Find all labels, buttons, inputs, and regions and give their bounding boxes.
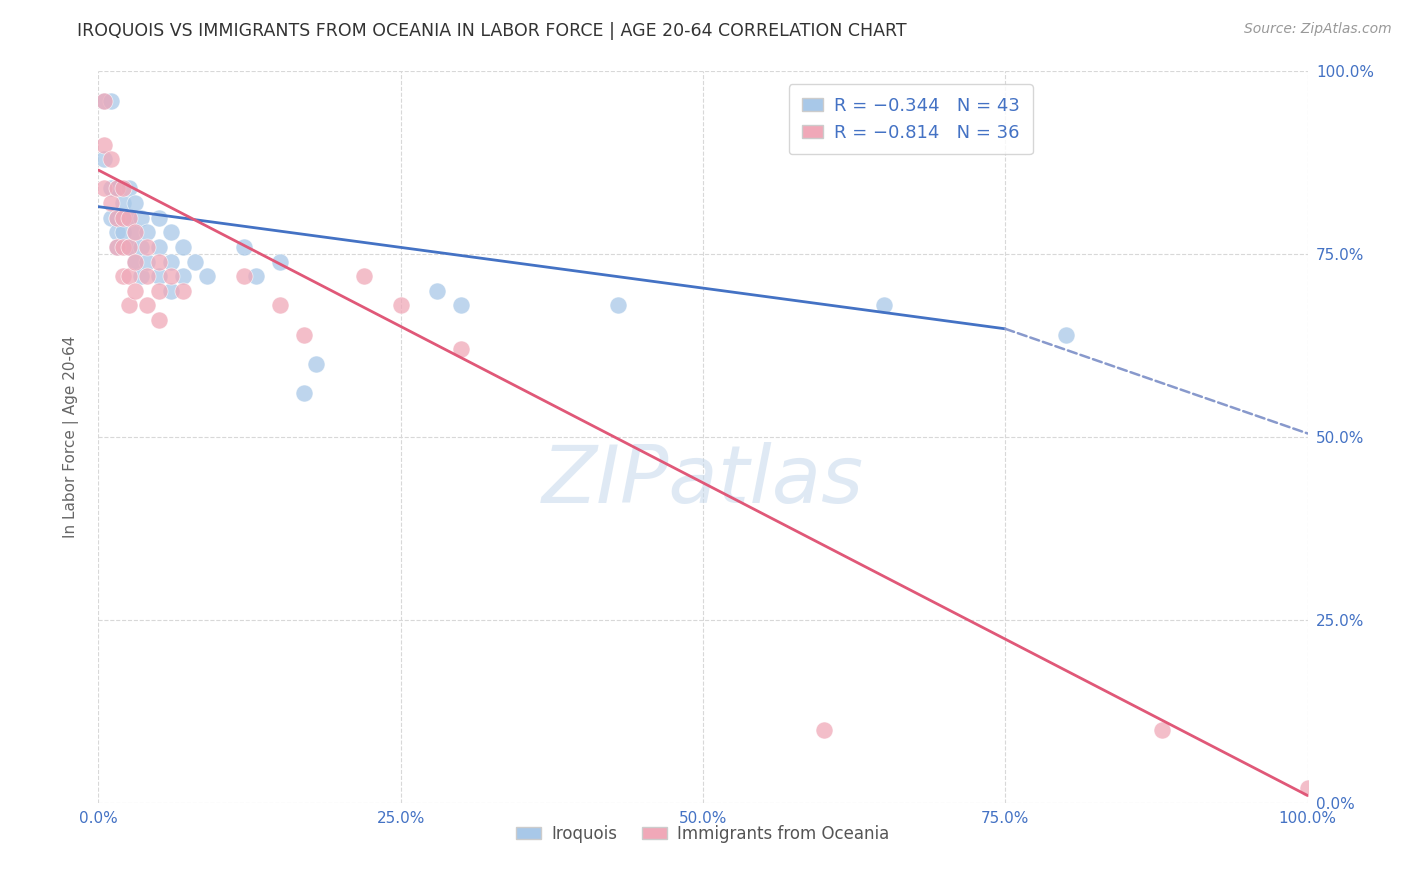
Legend: Iroquois, Immigrants from Oceania: Iroquois, Immigrants from Oceania xyxy=(510,818,896,849)
Text: ZIPatlas: ZIPatlas xyxy=(541,442,865,520)
Point xyxy=(426,284,449,298)
Point xyxy=(111,240,134,254)
Point xyxy=(93,137,115,152)
Point xyxy=(148,240,170,254)
Point xyxy=(118,240,141,254)
Point xyxy=(160,269,183,284)
Point xyxy=(172,284,194,298)
Point xyxy=(148,211,170,225)
Point xyxy=(124,225,146,239)
Point xyxy=(118,240,141,254)
Point xyxy=(100,211,122,225)
Point xyxy=(105,181,128,195)
Point xyxy=(118,298,141,312)
Point xyxy=(135,254,157,268)
Point xyxy=(129,240,152,254)
Point xyxy=(184,254,207,268)
Point xyxy=(93,94,115,108)
Point xyxy=(129,211,152,225)
Point xyxy=(105,240,128,254)
Point xyxy=(111,211,134,225)
Point xyxy=(1296,781,1319,796)
Point xyxy=(873,298,896,312)
Point xyxy=(232,240,254,254)
Point xyxy=(232,269,254,284)
Point xyxy=(353,269,375,284)
Point xyxy=(124,254,146,268)
Point xyxy=(148,284,170,298)
Point xyxy=(135,225,157,239)
Point xyxy=(135,240,157,254)
Point xyxy=(93,94,115,108)
Point xyxy=(135,269,157,284)
Point xyxy=(305,357,328,371)
Point xyxy=(118,269,141,284)
Point xyxy=(160,284,183,298)
Point xyxy=(292,386,315,401)
Point xyxy=(1054,327,1077,342)
Point xyxy=(813,723,835,737)
Point xyxy=(93,152,115,166)
Point xyxy=(111,181,134,195)
Text: IROQUOIS VS IMMIGRANTS FROM OCEANIA IN LABOR FORCE | AGE 20-64 CORRELATION CHART: IROQUOIS VS IMMIGRANTS FROM OCEANIA IN L… xyxy=(77,22,907,40)
Point xyxy=(124,254,146,268)
Y-axis label: In Labor Force | Age 20-64: In Labor Force | Age 20-64 xyxy=(63,336,79,538)
Point xyxy=(105,225,128,239)
Point xyxy=(100,196,122,211)
Point xyxy=(148,254,170,268)
Point xyxy=(105,211,128,225)
Point xyxy=(148,269,170,284)
Point xyxy=(389,298,412,312)
Point xyxy=(100,181,122,195)
Point xyxy=(160,254,183,268)
Point xyxy=(118,211,141,225)
Point xyxy=(105,240,128,254)
Point xyxy=(124,196,146,211)
Point xyxy=(245,269,267,284)
Point xyxy=(160,225,183,239)
Text: Source: ZipAtlas.com: Source: ZipAtlas.com xyxy=(1244,22,1392,37)
Point xyxy=(111,211,134,225)
Point xyxy=(195,269,218,284)
Point xyxy=(292,327,315,342)
Point xyxy=(124,225,146,239)
Point xyxy=(1152,723,1174,737)
Point xyxy=(111,225,134,239)
Point xyxy=(607,298,630,312)
Point xyxy=(172,269,194,284)
Point xyxy=(124,284,146,298)
Point xyxy=(450,298,472,312)
Point xyxy=(118,211,141,225)
Point xyxy=(93,181,115,195)
Point xyxy=(105,181,128,195)
Point xyxy=(111,269,134,284)
Point xyxy=(129,269,152,284)
Point xyxy=(148,313,170,327)
Point xyxy=(172,240,194,254)
Point xyxy=(100,94,122,108)
Point xyxy=(269,254,291,268)
Point xyxy=(118,181,141,195)
Point xyxy=(111,196,134,211)
Point xyxy=(135,298,157,312)
Point xyxy=(269,298,291,312)
Point xyxy=(100,152,122,166)
Point xyxy=(450,343,472,357)
Point xyxy=(105,211,128,225)
